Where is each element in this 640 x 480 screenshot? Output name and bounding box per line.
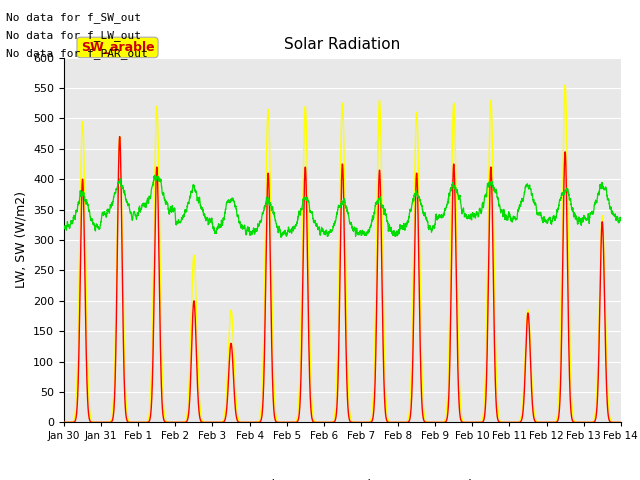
SW_in [499, 420, 507, 425]
LW_in [277, 235, 285, 240]
LW_in [616, 215, 624, 221]
LW_in [617, 218, 625, 224]
LW_in [499, 214, 507, 219]
PAR_in [60, 420, 68, 425]
SW_in [616, 420, 624, 425]
PAR_in [322, 420, 330, 425]
Text: No data for f_LW_out: No data for f_LW_out [6, 30, 141, 41]
Text: No data for f_PAR_out: No data for f_PAR_out [6, 48, 148, 60]
SW_in [161, 418, 168, 424]
Text: No data for f_SW_out: No data for f_SW_out [6, 12, 141, 23]
PAR_in [499, 420, 506, 425]
LW_in [151, 172, 159, 178]
LW_in [468, 216, 476, 221]
SW_in [116, 134, 124, 140]
Title: Solar Radiation: Solar Radiation [284, 37, 401, 52]
Text: SW_arable: SW_arable [81, 41, 154, 54]
SW_in [209, 420, 216, 425]
Line: LW_in: LW_in [64, 175, 621, 238]
LW_in [161, 194, 168, 200]
LW_in [436, 215, 444, 220]
SW_in [60, 420, 68, 425]
PAR_in [617, 420, 625, 425]
Y-axis label: LW, SW (W/m2): LW, SW (W/m2) [15, 192, 28, 288]
PAR_in [561, 82, 569, 88]
Line: SW_in: SW_in [64, 137, 621, 422]
PAR_in [616, 420, 624, 425]
SW_in [468, 420, 476, 425]
SW_in [322, 420, 330, 425]
LW_in [60, 224, 68, 230]
Legend: SW_in, LW_in, PAR_in: SW_in, LW_in, PAR_in [199, 473, 486, 480]
Line: PAR_in: PAR_in [64, 85, 621, 422]
SW_in [436, 420, 444, 425]
PAR_in [467, 420, 475, 425]
LW_in [322, 230, 330, 236]
PAR_in [160, 409, 168, 415]
PAR_in [436, 420, 444, 425]
SW_in [617, 420, 625, 425]
